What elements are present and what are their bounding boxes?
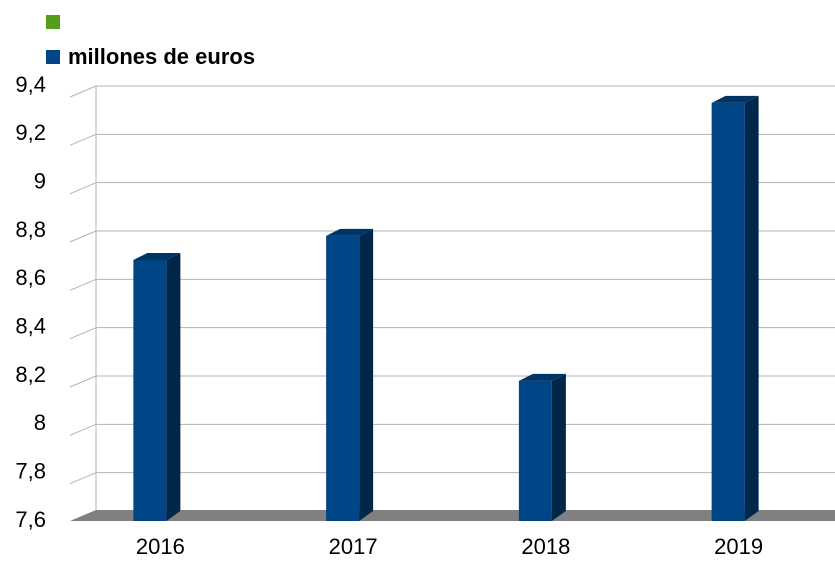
y-tick-label: 8,8 (15, 217, 46, 242)
x-tick-label: 2018 (521, 534, 570, 559)
bar (518, 380, 552, 521)
y-tick-label: 8,2 (15, 362, 46, 387)
grid-line (69, 182, 97, 195)
x-tick-label: 2016 (136, 534, 185, 559)
legend-swatch (46, 15, 60, 29)
bar-side (359, 228, 374, 522)
x-tick-label: 2019 (714, 534, 763, 559)
grid-line (69, 230, 97, 243)
floor (70, 510, 835, 521)
bar-side (551, 373, 566, 521)
grid-line (69, 133, 97, 146)
bar-side (166, 253, 181, 521)
bar (133, 260, 167, 521)
bar (326, 235, 360, 522)
y-tick-label: 7,8 (15, 458, 46, 483)
bar (711, 102, 745, 522)
bar-side (744, 95, 759, 522)
bar-top (711, 95, 759, 103)
legend-label: millones de euros (68, 44, 255, 69)
grid-line (69, 472, 97, 485)
y-tick-label: 7,6 (15, 507, 46, 532)
y-tick-label: 9 (34, 168, 46, 193)
grid-line (69, 85, 97, 98)
x-tick-label: 2017 (329, 534, 378, 559)
y-tick-label: 8,4 (15, 313, 46, 338)
y-tick-label: 9,2 (15, 120, 46, 145)
grid-line (69, 423, 97, 436)
y-tick-label: 8 (34, 410, 46, 435)
y-tick-label: 9,4 (15, 72, 46, 97)
bar-top (133, 253, 181, 260)
bar-top (518, 373, 566, 381)
y-tick-label: 8,6 (15, 265, 46, 290)
grid-line (69, 327, 97, 340)
bar-top (326, 228, 374, 236)
grid-line (69, 375, 97, 388)
legend-swatch (46, 50, 60, 64)
grid-line (69, 278, 97, 291)
